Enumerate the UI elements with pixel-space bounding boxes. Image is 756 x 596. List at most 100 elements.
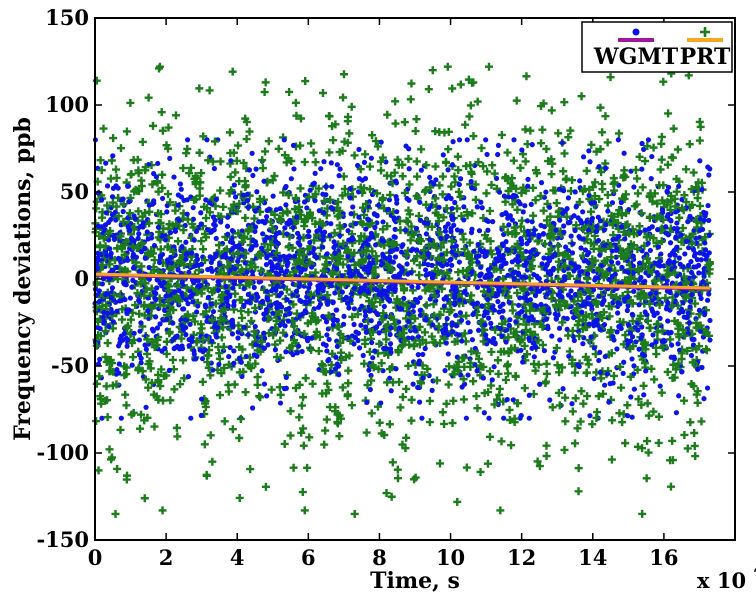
wgmt-point — [246, 167, 253, 173]
wgmt-point — [220, 254, 226, 260]
wgmt-point — [264, 393, 270, 399]
wgmt-point — [318, 166, 324, 172]
wgmt-point — [146, 202, 152, 208]
wgmt-point — [179, 244, 185, 250]
wgmt-point — [703, 210, 709, 216]
wgmt-point — [463, 415, 469, 421]
wgmt-point — [495, 298, 501, 305]
wgmt-point — [261, 381, 268, 387]
wgmt-point — [410, 381, 416, 387]
wgmt-point — [484, 151, 490, 158]
wgmt-point — [503, 211, 509, 217]
wgmt-point — [343, 294, 350, 300]
wgmt-point — [568, 233, 574, 239]
wgmt-point — [225, 302, 231, 309]
prt-point — [542, 369, 551, 378]
wgmt-point — [263, 214, 270, 220]
wgmt-point — [633, 339, 639, 345]
wgmt-point — [262, 238, 268, 244]
wgmt-point — [571, 268, 577, 274]
wgmt-point — [286, 305, 292, 311]
wgmt-point — [606, 399, 612, 405]
wgmt-point — [519, 147, 525, 153]
wgmt-point — [283, 374, 289, 380]
wgmt-point — [475, 259, 481, 265]
wgmt-point — [380, 290, 386, 296]
prt-point — [521, 125, 530, 134]
wgmt-point — [396, 263, 402, 269]
wgmt-point — [294, 350, 300, 356]
wgmt-point — [535, 288, 541, 294]
wgmt-point — [185, 373, 192, 380]
wgmt-point — [263, 261, 270, 268]
prt-point — [289, 463, 298, 472]
wgmt-point — [559, 140, 566, 146]
wgmt-point — [394, 246, 400, 252]
wgmt-point — [697, 158, 703, 164]
wgmt-point — [569, 401, 575, 407]
wgmt-point — [457, 310, 464, 316]
wgmt-point — [301, 199, 308, 205]
wgmt-point — [388, 349, 394, 355]
wgmt-point — [336, 173, 342, 179]
wgmt-point — [581, 302, 588, 308]
prt-point — [656, 165, 665, 174]
prt-point — [219, 202, 228, 211]
prt-point — [299, 424, 308, 433]
wgmt-point — [537, 381, 543, 387]
wgmt-point — [518, 236, 524, 242]
wgmt-point — [356, 176, 362, 182]
wgmt-point — [576, 364, 582, 370]
wgmt-point — [469, 337, 476, 343]
wgmt-point — [482, 322, 488, 328]
wgmt-point — [251, 284, 257, 291]
prt-point — [328, 349, 337, 358]
wgmt-point — [155, 224, 162, 230]
wgmt-point — [372, 224, 378, 231]
wgmt-point — [646, 226, 652, 232]
wgmt-point — [108, 250, 114, 256]
wgmt-point — [387, 248, 393, 255]
wgmt-point — [345, 253, 351, 260]
wgmt-point — [203, 197, 209, 203]
wgmt-point — [117, 298, 123, 304]
wgmt-point — [456, 332, 462, 338]
prt-point — [607, 455, 616, 464]
wgmt-point — [385, 296, 391, 303]
prt-point — [503, 360, 512, 369]
wgmt-point — [593, 228, 600, 234]
wgmt-point — [295, 240, 301, 246]
prt-point — [158, 184, 167, 193]
wgmt-point — [688, 352, 695, 359]
wgmt-point — [469, 185, 475, 191]
wgmt-point — [246, 299, 252, 305]
wgmt-point — [408, 269, 414, 276]
wgmt-point — [195, 278, 201, 284]
wgmt-point — [144, 229, 150, 235]
wgmt-point — [374, 310, 380, 316]
wgmt-point — [323, 184, 329, 190]
prt-point — [371, 137, 380, 146]
wgmt-point — [145, 236, 151, 242]
wgmt-point — [170, 320, 176, 326]
wgmt-point — [517, 295, 523, 301]
wgmt-point — [548, 271, 554, 277]
wgmt-point — [171, 174, 177, 180]
wgmt-point — [261, 330, 267, 336]
wgmt-point — [294, 214, 300, 220]
wgmt-point — [474, 284, 481, 290]
wgmt-point — [277, 254, 283, 260]
wgmt-point — [405, 319, 412, 325]
wgmt-point — [566, 353, 572, 359]
wgmt-point — [264, 255, 270, 261]
prt-point — [583, 392, 592, 401]
wgmt-point — [445, 167, 451, 173]
prt-point — [454, 187, 463, 196]
wgmt-point — [452, 301, 458, 308]
wgmt-point — [366, 367, 372, 373]
prt-point — [137, 410, 146, 419]
wgmt-point — [585, 260, 592, 266]
prt-point — [344, 366, 353, 375]
wgmt-point — [351, 341, 357, 347]
wgmt-point — [461, 204, 467, 210]
